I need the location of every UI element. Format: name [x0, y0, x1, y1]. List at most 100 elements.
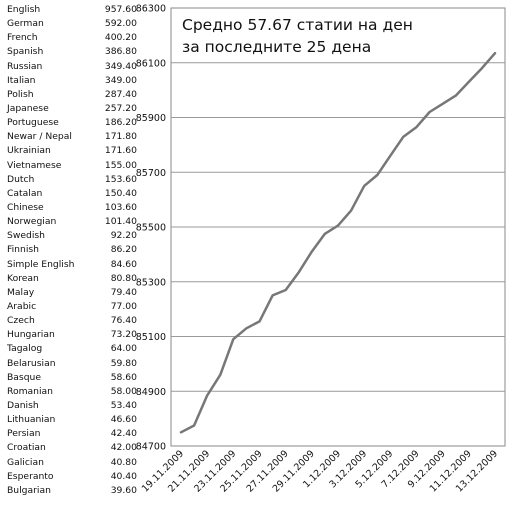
rank-language: Belarusian [7, 357, 56, 369]
rank-value: 64.00 [110, 343, 137, 355]
ranking-row: Polish 287.40 [7, 88, 137, 102]
rank-language: Persian [7, 428, 41, 440]
rank-language: Tagalog [7, 343, 43, 355]
rank-language: Simple English [7, 258, 75, 270]
rank-language: Finnish [7, 244, 39, 256]
ranking-row: Japanese 257.20 [7, 102, 137, 116]
rank-language: French [7, 32, 38, 44]
rank-value: 171.60 [104, 145, 137, 157]
rank-language: Hungarian [7, 329, 55, 341]
chart-title-line-2: за последните 25 дена [182, 38, 371, 56]
rank-language: Polish [7, 88, 34, 100]
rank-value: 53.40 [110, 400, 137, 411]
y-axis: 84700 84900 85100 85300 85500 85700 85900 86100… [136, 4, 166, 453]
rank-value: 153.60 [104, 173, 137, 185]
rank-language: Japanese [7, 103, 49, 115]
rank-value: 58.00 [110, 385, 137, 397]
ranking-row: Danish 53.40 [7, 399, 137, 413]
rank-value: 349.00 [104, 74, 137, 86]
rank-language: Czech [7, 315, 35, 327]
ranking-row: Romanian 58.00 [7, 385, 137, 399]
rank-language: Arabic [7, 301, 37, 313]
rank-language: Swedish [7, 230, 45, 242]
rank-language: Basque [7, 371, 42, 383]
ranking-row: French 400.20 [7, 31, 137, 45]
rank-language: Portuguese [7, 117, 59, 129]
rank-value: 171.80 [104, 131, 137, 143]
ranking-row: Croatian 42.00 [7, 441, 137, 455]
ranking-row: English 957.60 [7, 3, 137, 17]
rank-value: 76.40 [110, 315, 137, 327]
rank-language: Korean [7, 272, 39, 284]
ranking-row: German 592.00 [7, 17, 137, 31]
rank-value: 79.40 [110, 286, 137, 298]
ranking-row: Persian 42.40 [7, 427, 137, 441]
ranking-row: Spanish 386.80 [7, 45, 137, 59]
y-tick-label: 84700 [136, 442, 166, 453]
rank-value: 58.60 [110, 371, 137, 383]
rank-language: Galician [7, 456, 44, 468]
ranking-row: Galician 40.80 [7, 456, 137, 470]
rank-language: Danish [7, 400, 39, 411]
rank-language: Romanian [7, 385, 53, 397]
ranking-row: Malay 79.40 [7, 286, 137, 300]
rank-language: Dutch [7, 173, 35, 185]
rank-value: 40.40 [110, 470, 137, 482]
rank-language: Lithuanian [7, 414, 56, 426]
ranking-row: Norwegian 101.40 [7, 215, 137, 229]
rank-value: 80.80 [110, 272, 137, 284]
rank-value: 92.20 [110, 230, 137, 242]
rank-value: 73.20 [110, 329, 137, 341]
ranking-row: Swedish 92.20 [7, 229, 137, 243]
language-ranking-list: English 957.60 German 592.00 French 400.20 Spa… [7, 3, 137, 498]
rank-value: 155.00 [104, 159, 137, 171]
rank-value: 42.00 [110, 442, 137, 454]
chart-title-line-1: Средно 57.67 статии на ден [182, 16, 413, 34]
ranking-row: Catalan 150.40 [7, 187, 137, 201]
rank-language: Ukrainian [7, 145, 51, 157]
gridlines [171, 62, 505, 392]
ranking-row: Ukrainian 171.60 [7, 144, 137, 158]
x-axis: 19.11.200921.11.200923.11.200925.11.2009… [140, 448, 500, 494]
rank-language: German [7, 18, 44, 30]
y-tick-label: 86100 [136, 58, 166, 69]
ranking-row: Belarusian 59.80 [7, 357, 137, 371]
rank-value: 400.20 [104, 32, 137, 44]
ranking-row: Newar / Nepal 171.80 [7, 130, 137, 144]
ranking-row: Hungarian 73.20 [7, 328, 137, 342]
ranking-row: Russian 349.40 [7, 60, 137, 74]
y-tick-label: 84900 [136, 387, 166, 398]
ranking-row: Dutch 153.60 [7, 173, 137, 187]
ranking-row: Korean 80.80 [7, 272, 137, 286]
rank-value: 101.40 [104, 216, 137, 228]
rank-value: 42.40 [110, 428, 137, 440]
ranking-row: Finnish 86.20 [7, 243, 137, 257]
rank-value: 150.40 [104, 187, 137, 199]
y-tick-label: 85900 [136, 113, 166, 124]
rank-language: Croatian [7, 442, 46, 454]
rank-value: 39.60 [110, 484, 137, 496]
rank-value: 77.00 [110, 301, 137, 313]
rank-value: 349.40 [104, 60, 137, 72]
rank-value: 257.20 [104, 103, 137, 115]
ranking-row: Esperanto 40.40 [7, 470, 137, 484]
rank-value: 103.60 [104, 202, 137, 214]
rank-value: 40.80 [110, 456, 137, 468]
rank-language: Catalan [7, 187, 43, 199]
rank-language: Norwegian [7, 216, 57, 228]
y-tick-label: 86300 [136, 4, 166, 15]
ranking-row: Basque 58.60 [7, 371, 137, 385]
rank-value: 84.60 [110, 258, 137, 270]
rank-value: 59.80 [110, 357, 137, 369]
ranking-row: Arabic 77.00 [7, 300, 137, 314]
rank-language: Esperanto [7, 470, 54, 482]
chart-title: Средно 57.67 статии на ден за последните… [182, 16, 413, 56]
rank-language: Russian [7, 60, 43, 72]
rank-value: 287.40 [104, 88, 137, 100]
rank-value: 957.60 [104, 4, 137, 16]
y-tick-label: 85100 [136, 332, 166, 343]
ranking-row: Vietnamese 155.00 [7, 159, 137, 173]
series-line [179, 51, 497, 434]
rank-value: 186.20 [104, 117, 137, 129]
